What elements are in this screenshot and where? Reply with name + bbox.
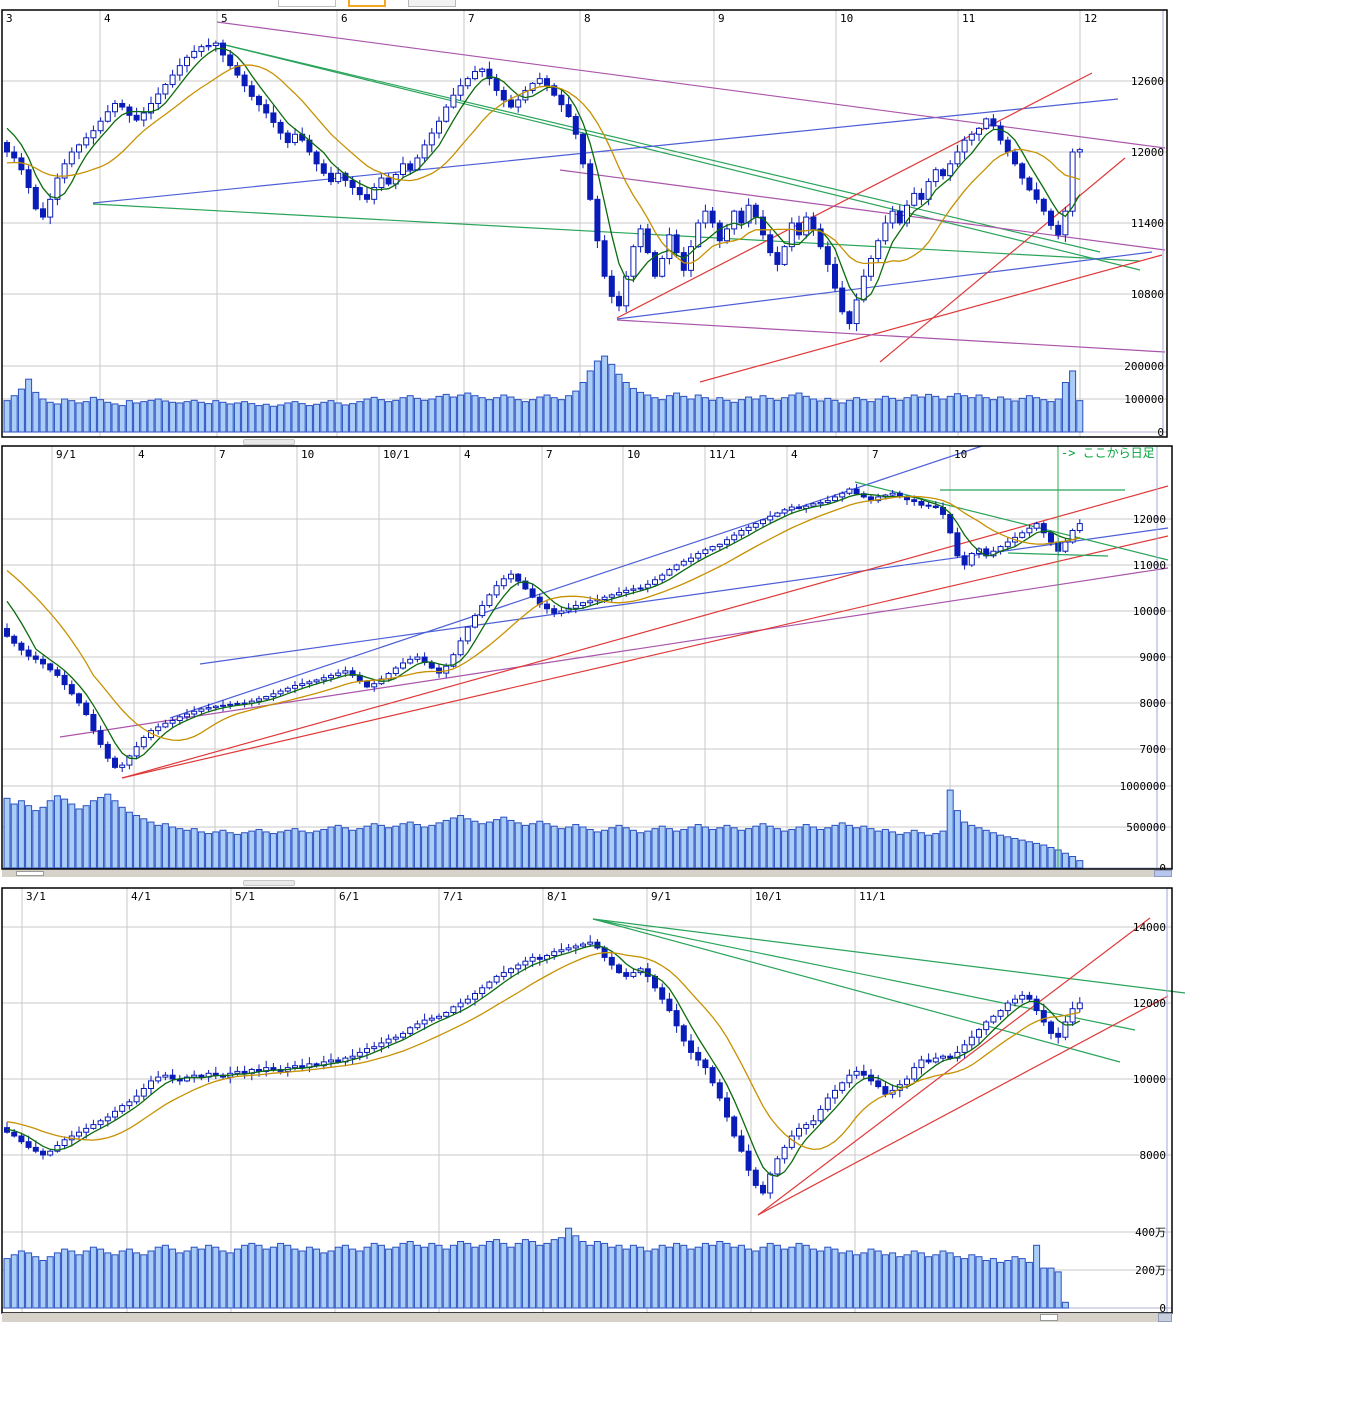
- svg-text:11400: 11400: [1131, 217, 1164, 230]
- ma_long-line: [6, 64, 1081, 265]
- svg-text:10: 10: [954, 448, 967, 461]
- toolbar-partial-button-1[interactable]: [278, 0, 336, 7]
- scrollbar-thumb[interactable]: [16, 871, 44, 876]
- svg-text:10: 10: [301, 448, 314, 461]
- svg-text:4: 4: [138, 448, 145, 461]
- panel-resize-handle-bottom[interactable]: [243, 880, 295, 886]
- toolbar-partial-button-3[interactable]: [408, 0, 456, 7]
- svg-text:6: 6: [341, 12, 348, 25]
- ma_short-line: [6, 47, 1081, 301]
- svg-text:3/1: 3/1: [26, 890, 46, 903]
- trendlines: [92, 21, 1166, 383]
- svg-text:10: 10: [840, 12, 853, 25]
- gridlines: [2, 10, 1167, 437]
- scrollbar-thumb[interactable]: [1040, 1314, 1058, 1321]
- svg-text:10800: 10800: [1131, 288, 1164, 301]
- svg-text:8: 8: [584, 12, 591, 25]
- volume-bars: [3, 355, 1084, 433]
- svg-text:4: 4: [791, 448, 798, 461]
- svg-text:11: 11: [962, 12, 975, 25]
- svg-text:10000: 10000: [1133, 605, 1166, 618]
- svg-text:200000: 200000: [1124, 360, 1164, 373]
- svg-text:9: 9: [718, 12, 725, 25]
- svg-text:12000: 12000: [1133, 997, 1166, 1010]
- svg-text:100000: 100000: [1124, 393, 1164, 406]
- axis-labels: 9/1 4 7 10 10/1 4 7 10 11/1 4 7 10 12000 11000 10000 90…: [56, 448, 1166, 875]
- scrollbar-bottom-chart[interactable]: [2, 1313, 1172, 1322]
- scrollbar-middle-chart[interactable]: [2, 870, 1172, 877]
- svg-text:7: 7: [546, 448, 553, 461]
- ma_long-line: [6, 952, 1080, 1151]
- svg-text:6/1: 6/1: [339, 890, 359, 903]
- svg-text:0: 0: [1159, 862, 1166, 875]
- svg-text:7/1: 7/1: [443, 890, 463, 903]
- candles: [4, 483, 1083, 773]
- candles: [4, 935, 1083, 1199]
- svg-text:3: 3: [6, 12, 13, 25]
- svg-text:11/1: 11/1: [709, 448, 736, 461]
- svg-text:500000: 500000: [1126, 821, 1166, 834]
- svg-text:12000: 12000: [1133, 513, 1166, 526]
- svg-text:0: 0: [1157, 426, 1164, 439]
- svg-text:8000: 8000: [1140, 1149, 1167, 1162]
- svg-text:1000000: 1000000: [1120, 780, 1166, 793]
- toolbar-partial-button-2[interactable]: [348, 0, 386, 7]
- svg-text:12000: 12000: [1131, 146, 1164, 159]
- trendlines: [59, 445, 1169, 779]
- svg-text:4: 4: [464, 448, 471, 461]
- ma_short-line: [6, 493, 1080, 760]
- ma_long-line: [6, 495, 1081, 741]
- svg-text:9/1: 9/1: [56, 448, 76, 461]
- svg-text:200万: 200万: [1135, 1264, 1166, 1277]
- panel-resize-handle-middle[interactable]: [243, 439, 295, 445]
- svg-text:10/1: 10/1: [755, 890, 782, 903]
- svg-text:7: 7: [219, 448, 226, 461]
- svg-text:7000: 7000: [1140, 743, 1167, 756]
- svg-text:12600: 12600: [1131, 75, 1164, 88]
- candles: [4, 38, 1083, 332]
- gridlines: [2, 446, 1172, 869]
- svg-text:11/1: 11/1: [859, 890, 886, 903]
- scrollbar-right-button[interactable]: [1154, 870, 1172, 877]
- svg-text:10: 10: [627, 448, 640, 461]
- svg-text:8/1: 8/1: [547, 890, 567, 903]
- plot-border: [1, 9, 1168, 438]
- trendlines: [592, 917, 1186, 1216]
- svg-text:10/1: 10/1: [383, 448, 410, 461]
- ma_short-line: [6, 944, 1081, 1177]
- daily-candles-annotation: -> ここから日足: [1061, 446, 1155, 460]
- svg-text:7: 7: [468, 12, 475, 25]
- axis-labels: 3 4 5 6 7 8 9 10 11 12 12600 12000 11400 10800 200000 1…: [6, 12, 1164, 439]
- volume-bars: [3, 1227, 1069, 1309]
- scrollbar-right-button[interactable]: [1158, 1313, 1172, 1322]
- svg-text:0: 0: [1159, 1302, 1166, 1315]
- svg-text:4: 4: [104, 12, 111, 25]
- svg-text:9/1: 9/1: [651, 890, 671, 903]
- svg-text:400万: 400万: [1135, 1226, 1166, 1239]
- svg-text:4/1: 4/1: [131, 890, 151, 903]
- svg-text:5: 5: [221, 12, 228, 25]
- svg-text:14000: 14000: [1133, 921, 1166, 934]
- svg-text:12: 12: [1084, 12, 1097, 25]
- svg-text:7: 7: [872, 448, 879, 461]
- plot-border: [1, 445, 1173, 870]
- svg-text:11000: 11000: [1133, 559, 1166, 572]
- svg-text:5/1: 5/1: [235, 890, 255, 903]
- axis-labels: 3/1 4/1 5/1 6/1 7/1 8/1 9/1 10/1 11/1 14000 12000 1…: [26, 890, 1166, 1315]
- volume-bars: [3, 789, 1084, 869]
- top-toolbar: [0, 0, 1348, 9]
- svg-text:8000: 8000: [1140, 697, 1167, 710]
- svg-text:9000: 9000: [1140, 651, 1167, 664]
- svg-text:10000: 10000: [1133, 1073, 1166, 1086]
